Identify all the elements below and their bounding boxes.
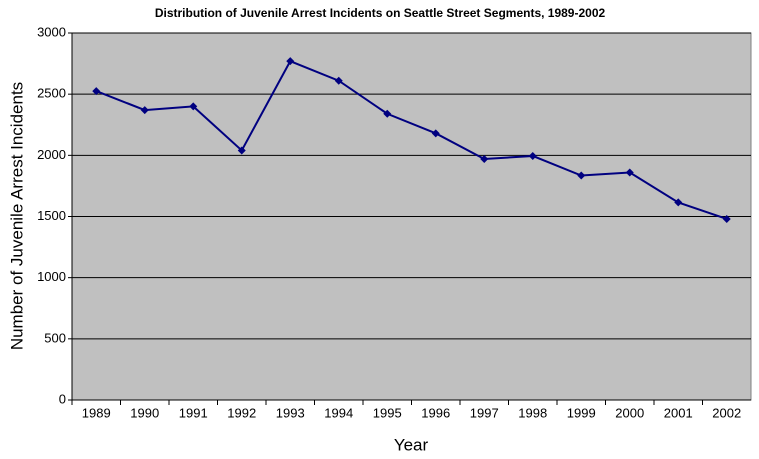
x-axis-label: Year: [394, 435, 429, 454]
x-tick-label: 1995: [373, 405, 402, 420]
x-tick-label: 1989: [82, 405, 111, 420]
chart-title: Distribution of Juvenile Arrest Incident…: [155, 6, 606, 20]
marker: [189, 102, 198, 111]
marker: [625, 168, 634, 177]
x-tick-label: 2002: [712, 405, 741, 420]
line: [95, 59, 728, 220]
x-tick-label: 1999: [567, 405, 596, 420]
marker: [140, 106, 149, 115]
x-tick-label: 1991: [179, 405, 208, 420]
marker: [528, 151, 537, 160]
marker: [577, 171, 586, 180]
marker: [286, 57, 295, 66]
x-tick-label: 2000: [615, 405, 644, 420]
marker: [431, 129, 440, 138]
marker: [92, 87, 101, 96]
y-axis-label: Number of Juvenile Arrest Incidents: [7, 82, 26, 350]
x-tick-label: 1997: [470, 405, 499, 420]
marker: [334, 76, 343, 85]
marker: [480, 155, 489, 164]
x-tick-label: 1998: [518, 405, 547, 420]
y-tick-label: 3000: [37, 24, 66, 39]
y-tick-label: 500: [44, 330, 66, 345]
x-tick-label: 2001: [664, 405, 693, 420]
marker: [674, 198, 683, 207]
x-tick-label: 1994: [324, 405, 353, 420]
x-tick-label: 1992: [227, 405, 256, 420]
x-tick-label: 1990: [130, 405, 159, 420]
y-tick-label: 2000: [37, 147, 66, 162]
marker: [722, 214, 731, 223]
y-tick-label: 1000: [37, 269, 66, 284]
y-tick-label: 0: [59, 391, 66, 406]
y-tick-label: 1500: [37, 208, 66, 223]
y-tick-label: 2500: [37, 86, 66, 101]
marker: [237, 146, 246, 155]
marker: [383, 109, 392, 118]
x-tick-label: 1993: [276, 405, 305, 420]
x-tick-label: 1996: [421, 405, 450, 420]
